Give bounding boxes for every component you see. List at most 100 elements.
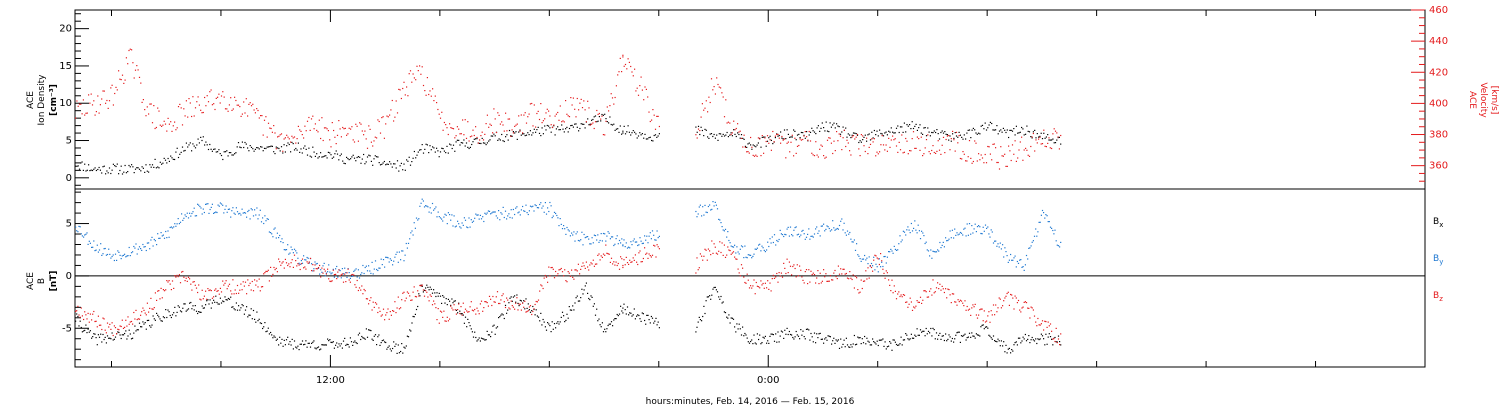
ion-density-point bbox=[348, 159, 350, 161]
velocity-point bbox=[651, 119, 653, 121]
by-point bbox=[596, 239, 598, 241]
velocity-point bbox=[610, 93, 612, 95]
velocity-point bbox=[218, 93, 220, 95]
velocity-point bbox=[713, 86, 715, 88]
by-point bbox=[426, 205, 428, 207]
bz-point bbox=[488, 295, 491, 297]
ion-density-point bbox=[1030, 136, 1032, 138]
by-point bbox=[126, 255, 128, 257]
bx-point bbox=[613, 319, 615, 321]
velocity-point bbox=[331, 122, 333, 124]
ion-density-point bbox=[935, 131, 937, 134]
bz-point bbox=[299, 268, 301, 271]
by-point bbox=[972, 232, 974, 234]
ion-density-point bbox=[533, 128, 535, 130]
bz-point bbox=[813, 274, 816, 276]
ion-density-point bbox=[966, 132, 968, 134]
bz-point bbox=[524, 300, 526, 302]
ion-density-point bbox=[997, 133, 999, 135]
velocity-point bbox=[290, 141, 292, 143]
bz-point bbox=[166, 280, 168, 282]
ion-density-point bbox=[1049, 139, 1051, 141]
ion-density-point bbox=[1053, 142, 1055, 144]
by-point bbox=[228, 208, 231, 210]
bx-point bbox=[593, 303, 595, 305]
bx-point bbox=[913, 337, 915, 339]
by-point bbox=[265, 220, 267, 222]
ion-density-point bbox=[428, 152, 430, 154]
ion-density-point bbox=[194, 147, 197, 149]
velocity-point bbox=[532, 125, 534, 127]
by-point bbox=[581, 231, 583, 233]
bottom-left-tick-label: 0 bbox=[66, 271, 72, 282]
velocity-point bbox=[153, 105, 155, 107]
by-point bbox=[734, 244, 736, 246]
by-point bbox=[886, 256, 888, 258]
bx-point bbox=[509, 297, 511, 299]
by-point bbox=[553, 211, 556, 213]
bz-point bbox=[882, 268, 884, 270]
velocity-point bbox=[166, 130, 168, 132]
ion-density-point bbox=[456, 139, 458, 141]
bz-point bbox=[990, 310, 992, 312]
velocity-point bbox=[137, 69, 139, 71]
bz-point bbox=[695, 272, 697, 274]
bx-point bbox=[498, 317, 500, 319]
ion-density-point bbox=[829, 122, 831, 124]
ion-density-point bbox=[601, 113, 603, 116]
bx-point bbox=[483, 338, 485, 340]
by-point bbox=[978, 225, 980, 227]
bz-point bbox=[306, 261, 308, 263]
bz-point bbox=[1036, 325, 1038, 327]
bz-point bbox=[761, 284, 763, 286]
velocity-point bbox=[817, 156, 819, 158]
bz-point bbox=[333, 274, 335, 276]
velocity-point bbox=[918, 138, 920, 140]
bx-point bbox=[573, 309, 575, 311]
by-point bbox=[430, 212, 432, 214]
bx-point bbox=[588, 297, 590, 300]
velocity-point bbox=[363, 134, 365, 136]
ion-density-point bbox=[390, 163, 392, 165]
velocity-point bbox=[421, 66, 423, 68]
bx-point bbox=[927, 330, 930, 332]
by-point bbox=[304, 259, 306, 261]
bx-point bbox=[550, 331, 552, 333]
bz-point bbox=[721, 242, 723, 244]
ion-density-point bbox=[952, 133, 954, 135]
bx-point bbox=[939, 332, 941, 334]
by-point bbox=[153, 238, 155, 241]
bz-point bbox=[342, 281, 345, 283]
by-point bbox=[933, 251, 935, 253]
by-point bbox=[499, 219, 501, 221]
bx-point bbox=[520, 300, 522, 302]
bx-point bbox=[647, 314, 649, 316]
bz-point bbox=[709, 250, 711, 252]
by-point bbox=[305, 259, 307, 261]
velocity-point bbox=[176, 127, 178, 129]
by-point bbox=[550, 205, 552, 207]
velocity-point bbox=[606, 106, 608, 108]
bx-point bbox=[297, 345, 299, 347]
bz-point bbox=[422, 289, 424, 291]
ion-density-point bbox=[166, 162, 168, 164]
bottom-left-ylabel-line3: [nT] bbox=[49, 271, 59, 292]
ion-density-point bbox=[224, 151, 227, 153]
bz-point bbox=[468, 311, 470, 313]
ion-density-point bbox=[1060, 143, 1062, 145]
velocity-point bbox=[773, 141, 775, 143]
velocity-point bbox=[151, 122, 154, 124]
by-point bbox=[353, 270, 355, 272]
bz-point bbox=[119, 325, 121, 327]
bz-point bbox=[366, 298, 369, 300]
bz-point bbox=[1019, 309, 1021, 311]
bz-point bbox=[589, 264, 591, 266]
ion-density-point bbox=[516, 138, 518, 140]
ion-density-point bbox=[536, 129, 538, 131]
ion-density-point bbox=[115, 165, 117, 168]
ion-density-point bbox=[404, 169, 406, 171]
ion-density-point bbox=[570, 125, 572, 127]
bx-point bbox=[1033, 340, 1036, 342]
velocity-point bbox=[381, 117, 383, 119]
bz-point bbox=[270, 266, 272, 268]
